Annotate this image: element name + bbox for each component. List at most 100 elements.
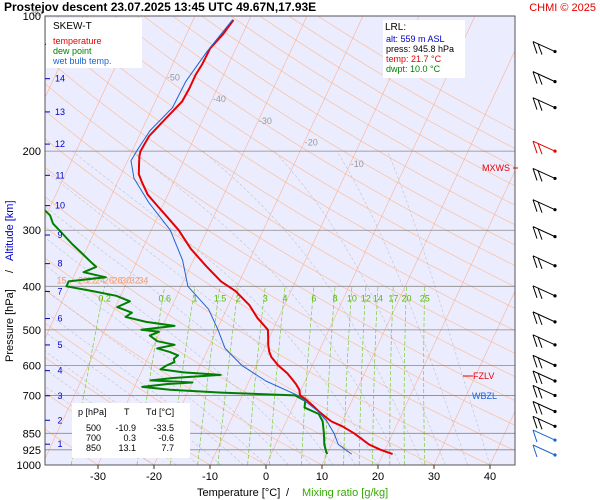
table-cell: 500 bbox=[86, 423, 101, 433]
wind-barb-staff bbox=[532, 334, 556, 346]
table-cell: 700 bbox=[86, 433, 101, 443]
isotherm-line bbox=[97, 16, 308, 465]
moist-adiabat-line bbox=[45, 205, 334, 465]
dry-adiabat-label: 32 bbox=[130, 275, 140, 285]
wind-barb-staff bbox=[532, 140, 556, 152]
isotherm-label: -20 bbox=[305, 137, 318, 147]
wind-barb-staff bbox=[532, 429, 556, 441]
dry-adiabat-line bbox=[45, 110, 515, 401]
isotherm-line bbox=[546, 16, 600, 465]
wind-barb-feather bbox=[532, 255, 538, 268]
dry-adiabat-line bbox=[56, 16, 515, 309]
table-cell: 850 bbox=[86, 443, 101, 453]
level-table-background bbox=[72, 403, 190, 458]
mixing-ratio-label: 6 bbox=[311, 293, 316, 303]
fzlv-label: FZLV bbox=[473, 371, 494, 381]
dry-adiabat-line bbox=[172, 16, 515, 226]
mixing-ratio-label: 20 bbox=[401, 293, 411, 303]
wind-barb-feather bbox=[532, 141, 538, 154]
table-header-p: p [hPa] bbox=[78, 407, 107, 417]
wind-barb-feather bbox=[537, 287, 543, 300]
wind-barb-dot bbox=[553, 343, 557, 347]
isotherm-label: -10 bbox=[351, 159, 364, 169]
legend-box bbox=[46, 18, 142, 68]
pressure-tick-label: 600 bbox=[23, 360, 41, 372]
lrl-altitude: alt: 559 m ASL bbox=[386, 34, 445, 44]
legend-temperature: temperature bbox=[53, 36, 102, 46]
wind-barb-feather bbox=[532, 444, 538, 458]
dry-adiabat-line bbox=[45, 30, 515, 331]
x-axis-label-mixing-ratio: Mixing ratio [g/kg] bbox=[302, 487, 388, 499]
altitude-tick-label: 6 bbox=[57, 314, 62, 324]
mixing-ratio-label: 1.5 bbox=[214, 293, 227, 303]
wind-barb-staff bbox=[532, 226, 556, 238]
wind-barb-dot bbox=[553, 49, 557, 54]
pressure-tick-label: 700 bbox=[23, 390, 41, 402]
wet-bulb-temp-line bbox=[130, 19, 352, 455]
x-axis-title: Temperature [°C] / Mixing ratio [g/kg] bbox=[197, 487, 388, 499]
wind-barb-feather bbox=[532, 370, 538, 384]
wbzl-label: WBZL bbox=[472, 391, 497, 401]
wind-barb-feather bbox=[532, 41, 538, 54]
wind-barb-dot bbox=[553, 438, 557, 442]
wind-barb-feather bbox=[532, 401, 538, 414]
wind-barb-dot bbox=[553, 409, 557, 414]
wind-barb-feather bbox=[537, 336, 543, 349]
wind-barb-feather bbox=[532, 416, 538, 429]
lrl-title: LRL: bbox=[385, 22, 406, 33]
wind-barb-staff bbox=[532, 370, 556, 382]
altitude-tick-label: 7 bbox=[57, 286, 62, 296]
x-tick-label: -20 bbox=[146, 471, 162, 483]
wind-barb-dot bbox=[553, 424, 557, 428]
dry-adiabat-line bbox=[45, 83, 515, 378]
pressure-tick-label: 200 bbox=[23, 146, 41, 158]
y-axis-title: Pressure [hPa] / Altitude [km] bbox=[4, 200, 16, 362]
dry-adiabat-line bbox=[45, 56, 515, 354]
wind-barb-dot bbox=[553, 294, 557, 298]
wind-barb-feather bbox=[537, 99, 543, 111]
wind-barb-staff bbox=[532, 311, 556, 323]
wind-barb-dot bbox=[553, 208, 557, 212]
wind-barb-staff bbox=[532, 41, 556, 53]
wind-barb-feather bbox=[532, 285, 538, 298]
wind-barb-dot bbox=[553, 80, 557, 84]
pressure-tick-label: 1000 bbox=[17, 460, 41, 472]
wind-barb-feather bbox=[537, 43, 543, 55]
altitude-tick-label: 9 bbox=[57, 230, 62, 240]
dry-adiabat-label: 28 bbox=[113, 275, 123, 285]
pressure-tick-label: 300 bbox=[23, 225, 41, 237]
mixing-ratio-label: 0.6 bbox=[158, 293, 171, 303]
wind-barb-feather bbox=[537, 372, 543, 385]
pressure-tick-label: 100 bbox=[23, 11, 41, 23]
legend-wet-bulb: wet bulb temp. bbox=[52, 56, 112, 66]
isotherm-line bbox=[45, 16, 84, 99]
pressure-tick-label: 850 bbox=[23, 428, 41, 440]
axes: -30 -20 -10 0 10 20 30 401002003004005006007008… bbox=[17, 11, 497, 483]
y-axis-separator: / bbox=[4, 269, 16, 273]
x-tick-label: 0 bbox=[263, 471, 269, 483]
altitude-tick-label: 10 bbox=[55, 201, 65, 211]
wind-barb-dot bbox=[553, 363, 557, 367]
table-cell: 0.3 bbox=[123, 433, 136, 443]
lrl-temperature: temp: 21.7 °C bbox=[386, 54, 442, 64]
x-tick-label: 40 bbox=[484, 471, 496, 483]
wind-barb-dot bbox=[553, 149, 557, 153]
y-axis-label: Pressure [hPa] bbox=[4, 289, 16, 362]
mixing-ratio-label: 4 bbox=[283, 293, 288, 303]
credit-label: CHMI © 2025 bbox=[529, 2, 596, 14]
dry-adiabat-label: 22 bbox=[87, 275, 97, 285]
isotherm-line bbox=[321, 49, 515, 465]
wind-barbs bbox=[532, 41, 557, 458]
plot-area bbox=[45, 16, 515, 465]
legend-dew-point: dew point bbox=[53, 46, 92, 56]
pressure-tick-label: 500 bbox=[23, 325, 41, 337]
table-header-t: T bbox=[124, 407, 130, 417]
profile-series bbox=[45, 19, 393, 456]
wind-barb-feather bbox=[532, 334, 538, 348]
table-cell: -33.5 bbox=[153, 423, 174, 433]
wind-barb-dot bbox=[553, 453, 557, 457]
wind-barb-dot bbox=[553, 235, 557, 239]
mixing-ratio-label: 8 bbox=[333, 293, 338, 303]
x-axis-separator: / bbox=[286, 487, 290, 499]
